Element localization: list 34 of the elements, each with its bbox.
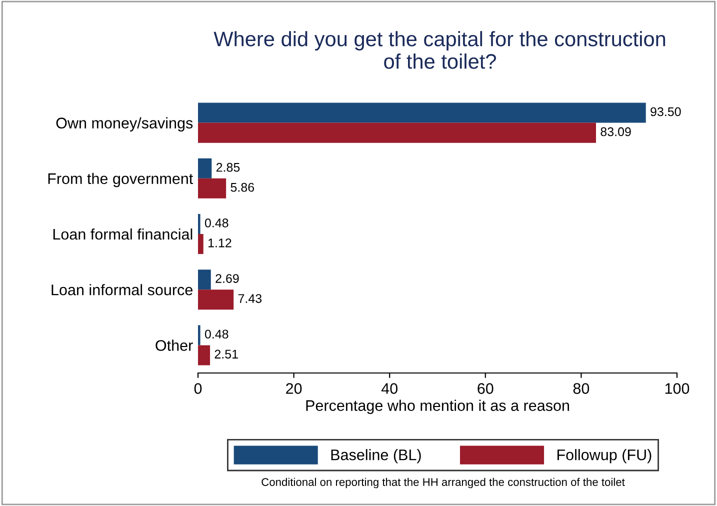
x-tick-label: 40 (381, 383, 398, 394)
x-axis-title: Percentage who mention it as a reason (306, 400, 570, 414)
y-tick-label: Own money/savings (56, 117, 193, 132)
bar (198, 270, 211, 290)
data-label: 5.86 (230, 182, 254, 192)
x-tick-label: 20 (286, 383, 302, 394)
text: Conditional on reporting that the HH arranged the construction of the toilet (262, 478, 625, 488)
x-tick-label: 80 (573, 383, 590, 394)
bar (198, 158, 212, 178)
text: Followup (FU) (557, 449, 652, 464)
chart-title: Where did you get the capital for the construction of the toilet? (214, 31, 666, 69)
data-label: 83.09 (600, 127, 631, 136)
data-label: 0.48 (204, 330, 228, 339)
bar (198, 178, 226, 198)
data-label: 2.69 (216, 274, 239, 283)
text: Baseline (BL) (331, 449, 421, 464)
bar (198, 290, 234, 310)
bar (198, 345, 210, 366)
data-label: 7.43 (238, 294, 262, 303)
y-tick-label: From the government (48, 172, 194, 188)
bar (198, 102, 646, 123)
y-tick-label: Loan formal financial (53, 228, 192, 240)
data-label: 2.85 (216, 162, 240, 172)
data-label: 2.51 (214, 350, 238, 359)
data-label: 93.50 (650, 107, 681, 116)
x-tick-label: 0 (194, 383, 202, 394)
y-tick-label: Other (156, 340, 193, 351)
x-tick-label: 60 (478, 383, 494, 394)
data-label: 1.12 (208, 238, 232, 248)
y-tick-label: Loan informal source (52, 284, 192, 296)
bar (198, 122, 596, 143)
data-label: 0.48 (204, 218, 228, 228)
bar (198, 234, 204, 254)
x-tick-label: 100 (665, 383, 690, 394)
